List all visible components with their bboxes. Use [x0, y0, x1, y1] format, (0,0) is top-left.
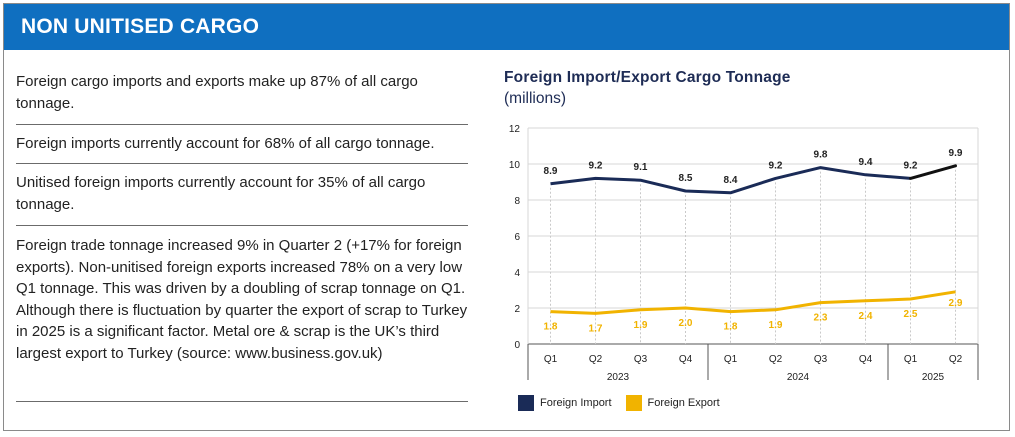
data-label-import: 9.9: [949, 148, 963, 159]
data-label-import: 8.5: [679, 173, 693, 184]
data-label-export: 1.9: [634, 320, 648, 331]
x-tick-label: Q1: [904, 354, 918, 365]
legend-swatch-import: [518, 395, 534, 411]
x-tick-label: Q3: [814, 354, 828, 365]
section-header: NON UNITISED CARGO: [4, 4, 1009, 50]
data-label-import: 9.8: [814, 150, 828, 161]
data-label-export: 2.5: [904, 309, 918, 320]
data-label-export: 1.7: [589, 323, 603, 334]
data-label-export: 2.9: [949, 298, 963, 309]
x-tick-label: Q1: [724, 354, 738, 365]
year-label: 2025: [922, 372, 945, 383]
legend-item-export: Foreign Export: [625, 395, 720, 411]
year-label: 2023: [607, 372, 630, 383]
x-tick-label: Q4: [679, 354, 693, 365]
info-divider: [16, 401, 468, 402]
info-text-foreign-share: Foreign cargo imports and exports make u…: [16, 73, 418, 112]
chart-subtitle: (millions): [504, 90, 566, 107]
data-label-import: 9.2: [769, 160, 783, 171]
y-tick-label: 6: [514, 232, 520, 243]
data-label-export: 2.0: [679, 318, 693, 329]
data-label-export: 1.8: [724, 322, 738, 333]
data-label-export: 1.8: [544, 322, 558, 333]
info-text-trade-growth: Foreign trade tonnage increased 9% in Qu…: [16, 237, 468, 362]
series-line-foreign-export: [550, 290, 956, 315]
y-tick-label: 0: [514, 340, 520, 351]
legend-item-import: Foreign Import: [518, 395, 612, 411]
data-label-import: 9.2: [589, 160, 603, 171]
data-label-import: 9.1: [634, 162, 648, 173]
legend-swatch-export: [625, 395, 642, 411]
data-label-import: 8.4: [724, 175, 738, 186]
y-tick-label: 2: [514, 304, 520, 315]
y-tick-label: 8: [514, 196, 520, 207]
info-text-unitised-share: Unitised foreign imports currently accou…: [16, 174, 426, 213]
y-tick-label: 10: [509, 160, 521, 171]
year-label: 2024: [787, 372, 810, 383]
x-tick-label: Q1: [544, 354, 558, 365]
legend-label-export: Foreign Export: [647, 397, 720, 409]
series-line-foreign-import: [550, 166, 911, 195]
data-label-export: 2.3: [814, 313, 828, 324]
series-line-foreign-import-latest: [909, 164, 957, 180]
info-divider: [16, 124, 468, 125]
y-tick-label: 4: [514, 268, 520, 279]
chart-title: Foreign Import/Export Cargo Tonnage: [504, 69, 791, 86]
legend-label-import: Foreign Import: [540, 397, 612, 409]
x-tick-label: Q4: [859, 354, 873, 365]
info-divider: [16, 225, 468, 226]
info-text-imports-share: Foreign imports currently account for 68…: [16, 135, 435, 152]
section-title: NON UNITISED CARGO: [21, 15, 260, 38]
chart-legend: Foreign Import Foreign Export: [518, 393, 734, 413]
x-tick-label: Q3: [634, 354, 648, 365]
x-tick-label: Q2: [769, 354, 783, 365]
info-divider: [16, 163, 468, 164]
x-tick-label: Q2: [949, 354, 963, 365]
data-label-export: 2.4: [859, 311, 873, 322]
panel-frame: NON UNITISED CARGO: [3, 3, 1010, 431]
data-label-export: 1.9: [769, 320, 783, 331]
data-label-import: 8.9: [544, 166, 558, 177]
x-tick-label: Q2: [589, 354, 603, 365]
y-tick-label: 12: [509, 124, 521, 135]
data-label-import: 9.4: [859, 157, 873, 168]
data-label-import: 9.2: [904, 160, 918, 171]
